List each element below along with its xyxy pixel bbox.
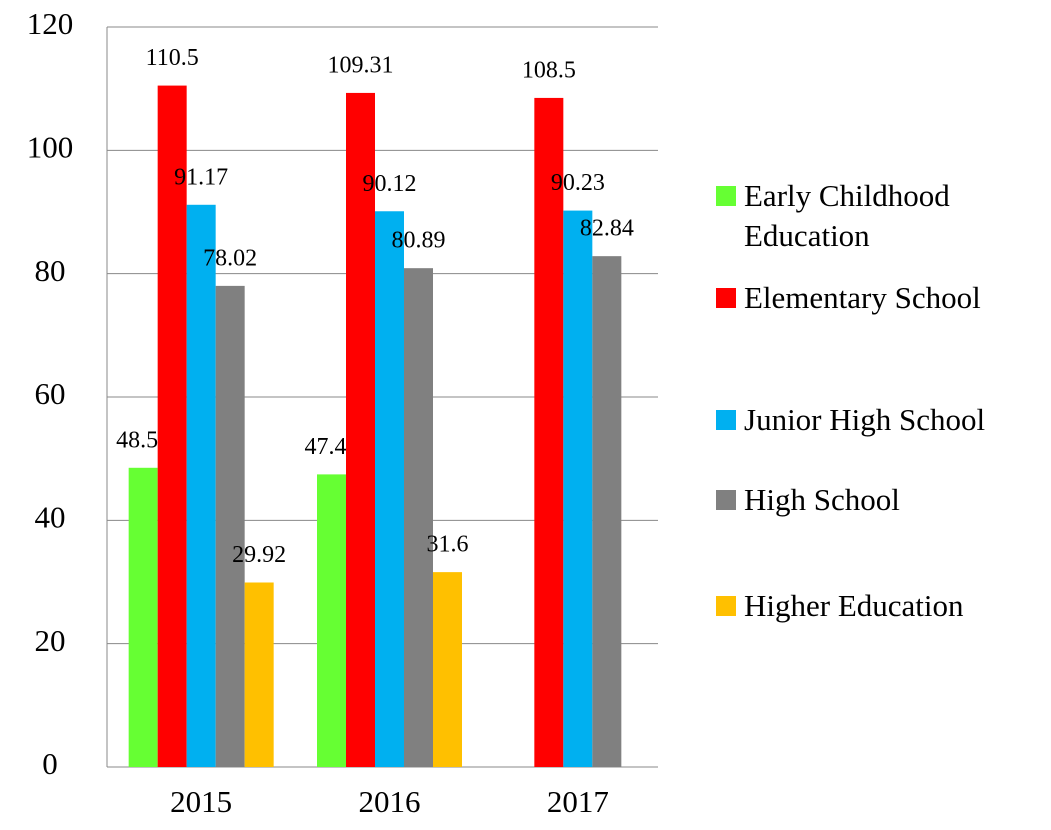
legend-swatch xyxy=(716,288,736,308)
y-tick-label: 60 xyxy=(35,376,66,411)
bar xyxy=(433,572,462,767)
x-tick-label: 2016 xyxy=(359,784,421,819)
data-label: 90.12 xyxy=(363,171,417,197)
legend-label: Higher Education xyxy=(744,588,964,623)
legend-item: Early Childhood Education xyxy=(716,176,1044,256)
data-label: 110.5 xyxy=(146,45,199,71)
bar xyxy=(215,285,245,767)
legend-swatch xyxy=(716,596,736,616)
bar xyxy=(128,467,158,767)
y-tick-label: 40 xyxy=(35,499,66,534)
data-label: 78.02 xyxy=(203,245,257,271)
bar xyxy=(317,474,346,767)
legend-label: Early Childhood Education xyxy=(744,178,950,253)
y-tick-label: 0 xyxy=(42,746,58,781)
bar xyxy=(534,97,564,767)
y-tick-label: 100 xyxy=(27,129,74,164)
data-label: 80.89 xyxy=(392,228,446,254)
legend-label: High School xyxy=(744,482,900,517)
legend-item: Higher Education xyxy=(716,586,964,626)
data-label: 91.17 xyxy=(174,164,228,190)
x-tick-label: 2017 xyxy=(547,784,609,819)
y-tick-label: 120 xyxy=(27,6,74,41)
data-label: 29.92 xyxy=(232,542,286,568)
data-label: 108.5 xyxy=(522,57,576,83)
legend-item: Junior High School xyxy=(716,400,985,440)
bar xyxy=(375,211,404,767)
bar xyxy=(157,85,187,768)
bar xyxy=(186,204,216,767)
legend-swatch xyxy=(716,186,736,206)
legend-item: High School xyxy=(716,480,900,520)
legend-label: Elementary School xyxy=(744,280,981,315)
y-tick-label: 20 xyxy=(35,623,66,658)
bar xyxy=(346,92,375,767)
bar xyxy=(244,582,274,767)
y-tick-label: 80 xyxy=(35,253,66,288)
bar xyxy=(563,210,593,767)
data-label: 109.31 xyxy=(328,52,394,78)
bar xyxy=(592,256,622,767)
legend-swatch xyxy=(716,490,736,510)
data-label: 82.84 xyxy=(580,216,634,242)
x-tick-label: 2015 xyxy=(170,784,232,819)
bar xyxy=(404,268,433,767)
legend-item: Elementary School xyxy=(716,278,981,318)
legend-label: Junior High School xyxy=(744,402,986,437)
legend-swatch xyxy=(716,410,736,430)
data-label: 90.23 xyxy=(551,170,605,196)
data-label: 31.6 xyxy=(427,532,469,558)
